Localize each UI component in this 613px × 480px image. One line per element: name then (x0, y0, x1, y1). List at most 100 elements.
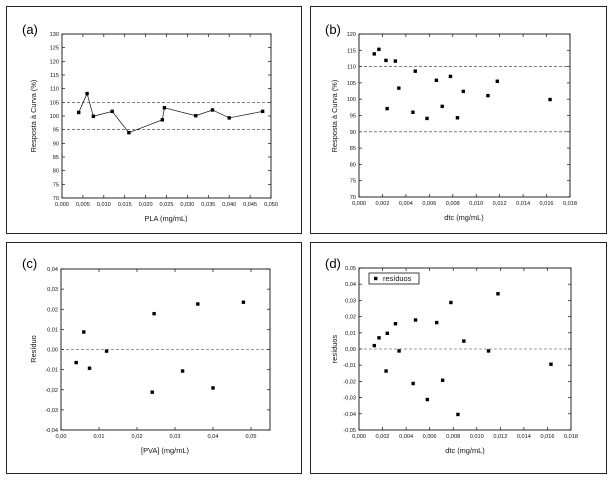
data-point (434, 78, 439, 82)
y-tick-label: 130 (50, 32, 59, 38)
data-point (210, 108, 215, 112)
data-point (486, 93, 490, 98)
x-axis-label: PLA (mg/mL) (144, 214, 187, 223)
data-point (91, 114, 96, 118)
y-tick-label: 100 (50, 114, 59, 120)
data-point (495, 79, 500, 83)
data-point (150, 390, 154, 394)
x-tick-label: 0,000 (55, 202, 69, 208)
data-point (104, 349, 109, 353)
y-tick-label: 110 (50, 87, 59, 93)
y-tick-label: 110 (347, 65, 356, 71)
data-point (227, 116, 231, 120)
data-point (211, 386, 215, 390)
y-tick-label: 90 (350, 130, 356, 136)
y-tick-label: 105 (347, 81, 356, 87)
y-tick-label: 0,04 (345, 282, 356, 288)
y-tick-label: 125 (50, 46, 59, 52)
y-tick-label: -0,04 (343, 412, 356, 418)
data-point (82, 330, 86, 334)
y-tick-label: -0,04 (45, 428, 58, 434)
data-point (449, 300, 453, 305)
x-tick-label: 0,002 (376, 434, 390, 440)
data-point (162, 106, 167, 110)
data-point (549, 362, 553, 366)
data-point (87, 366, 92, 370)
data-point (241, 300, 246, 304)
x-tick-label: 0,008 (446, 201, 460, 207)
y-axis-label: Resposta à Curva (%) (330, 80, 339, 153)
x-tick-label: 0,03 (170, 434, 181, 440)
panel-a (6, 6, 302, 234)
panel-label: (b) (325, 22, 341, 37)
y-axis-label: resíduos (330, 335, 339, 364)
y-tick-label: 0,02 (47, 307, 58, 313)
x-tick-label: 0,030 (180, 202, 194, 208)
panel-b (310, 6, 607, 234)
x-tick-label: 0,014 (517, 434, 531, 440)
y-tick-label: 115 (347, 48, 356, 54)
data-point (548, 97, 552, 102)
data-point (397, 349, 401, 353)
data-point (440, 378, 445, 382)
panel-label: (a) (22, 22, 38, 37)
y-tick-label: 100 (347, 97, 356, 103)
x-tick-label: 0,016 (540, 201, 554, 207)
x-tick-label: 0,012 (493, 434, 507, 440)
x-tick-label: 0,015 (118, 202, 132, 208)
data-point (372, 52, 376, 56)
y-tick-label: -0,03 (45, 408, 58, 414)
x-tick-label: 0,05 (246, 434, 257, 440)
data-point (260, 109, 265, 114)
x-tick-label: 0,014 (516, 201, 530, 207)
data-point (385, 106, 389, 111)
legend-marker (374, 276, 378, 281)
data-point (496, 292, 500, 296)
y-tick-label: 0,04 (47, 267, 58, 273)
data-point (385, 331, 389, 335)
y-tick-label: 0,03 (47, 287, 58, 293)
y-tick-label: 80 (350, 162, 356, 168)
data-point (194, 114, 198, 118)
y-tick-label: -0,02 (45, 388, 58, 394)
data-point (393, 322, 398, 326)
x-tick-label: 0,005 (76, 202, 90, 208)
y-tick-label: 85 (350, 146, 356, 152)
legend-box (368, 272, 420, 285)
x-axis-label: [PVA] (mg/mL) (141, 446, 189, 455)
x-tick-label: 0,010 (470, 434, 484, 440)
series-line (78, 92, 263, 134)
x-tick-label: 0,040 (222, 202, 236, 208)
data-point (180, 369, 185, 373)
y-tick-label: 0,00 (47, 348, 58, 354)
x-tick-label: 0,008 (446, 434, 460, 440)
y-tick-label: 105 (50, 100, 59, 106)
y-tick-label: 95 (53, 128, 59, 134)
data-point (486, 349, 491, 353)
y-tick-label: -0,05 (343, 428, 356, 434)
y-tick-label: 0,01 (345, 331, 356, 337)
x-tick-label: 0,01 (94, 434, 105, 440)
x-tick-label: 0,016 (540, 434, 554, 440)
x-tick-label: 0,02 (132, 434, 143, 440)
y-tick-label: 75 (350, 179, 356, 185)
x-tick-label: 0,04 (208, 434, 219, 440)
y-tick-label: 120 (50, 59, 59, 65)
y-tick-label: 95 (350, 114, 356, 120)
x-tick-label: 0,002 (375, 201, 389, 207)
y-tick-label: 85 (53, 155, 59, 161)
data-point (384, 58, 388, 63)
y-tick-label: 120 (347, 32, 356, 38)
y-tick-label: 0,00 (345, 347, 356, 353)
panel-c (6, 242, 302, 474)
x-tick-label: 0,018 (563, 201, 577, 207)
x-axis-label: dtc (mg/mL) (444, 213, 483, 222)
data-point (377, 336, 381, 340)
y-tick-label: -0,01 (343, 363, 356, 369)
data-point (74, 360, 78, 365)
data-point (196, 302, 200, 306)
x-tick-label: 0,006 (423, 434, 437, 440)
data-point (397, 86, 401, 90)
y-tick-label: 0,01 (47, 327, 58, 333)
